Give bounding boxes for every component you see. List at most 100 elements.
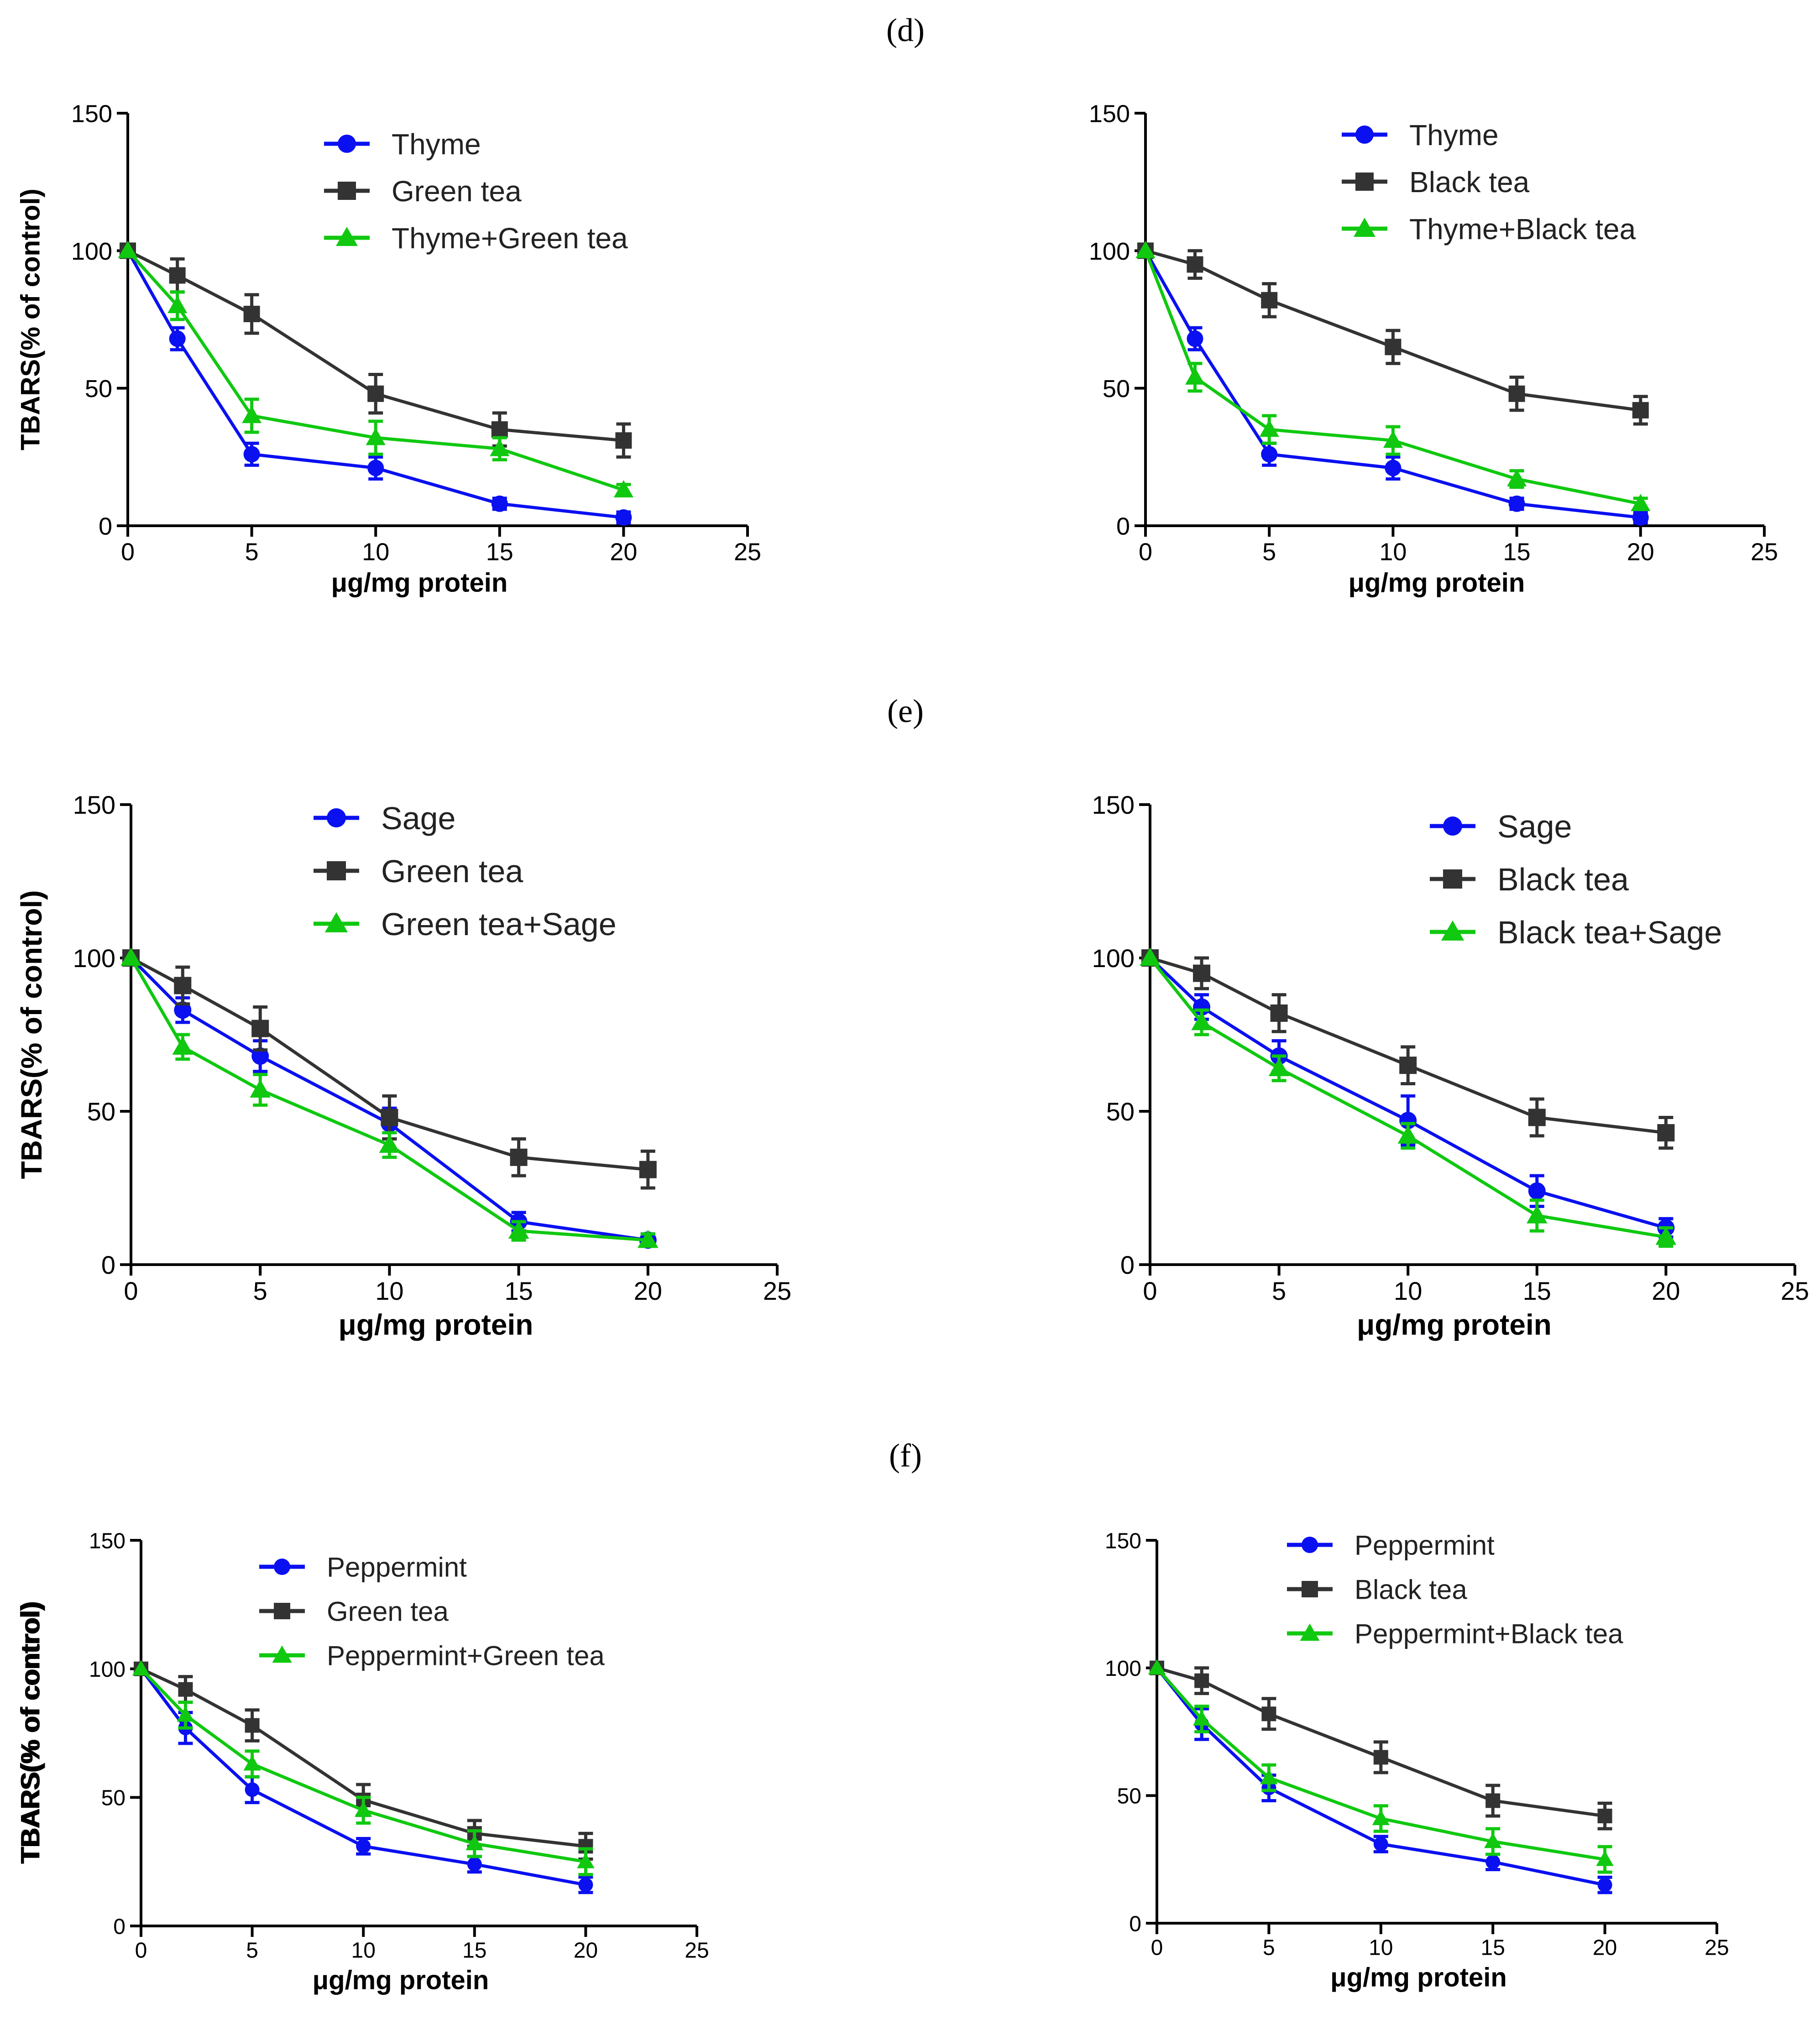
x-tick-label: 5: [1263, 1936, 1275, 1960]
legend-marker: [338, 182, 356, 200]
y-tick-label: 50: [85, 375, 112, 403]
data-point: [1193, 964, 1211, 982]
x-tick-label: 20: [1627, 538, 1654, 565]
legend-item: Black tea: [1342, 166, 1530, 199]
legend-item: Thyme: [1342, 119, 1499, 152]
data-point: [1261, 292, 1278, 309]
legend-marker: [327, 861, 346, 880]
data-point: [1528, 1182, 1546, 1200]
legend-marker: [274, 1603, 290, 1619]
data-point: [1261, 1706, 1276, 1721]
data-point: [615, 432, 632, 449]
x-tick-label: 20: [574, 1939, 598, 1963]
data-point: [1508, 385, 1525, 402]
legend-item: Thyme+Green tea: [324, 222, 628, 255]
data-point: [120, 947, 141, 966]
data-point: [491, 495, 508, 512]
data-point: [465, 1835, 483, 1851]
x-tick-label: 20: [610, 538, 637, 565]
series-line: [140, 1667, 586, 1848]
data-point: [381, 1109, 398, 1126]
y-tick-label: 0: [101, 1250, 115, 1279]
data-point: [1528, 1109, 1546, 1126]
data-point: [1383, 430, 1403, 448]
data-point: [1261, 446, 1278, 463]
y-tick-label: 150: [1089, 100, 1130, 127]
legend-item: Peppermint: [259, 1552, 467, 1583]
chart-5: 0 50 100 150 0 5 10 15 20 25 μg/mg protein TBARS(% …: [16, 1529, 709, 1995]
legend-item: Thyme+Black tea: [1342, 213, 1636, 246]
data-point: [1385, 339, 1402, 356]
y-tick-label: 100: [1092, 944, 1135, 973]
legend-label: Green tea+Sage: [381, 906, 617, 942]
legend-marker: [336, 227, 358, 246]
legend-item: Black tea: [1287, 1575, 1467, 1605]
series-thyme-black-tea: [1135, 241, 1651, 511]
data-point: [243, 446, 260, 463]
legend-item: Sage: [1430, 809, 1572, 844]
data-point: [245, 1782, 260, 1797]
legend-item: Green tea: [324, 175, 522, 208]
y-tick-label: 150: [71, 100, 112, 127]
y-tick-label: 0: [99, 513, 112, 540]
series-black-tea: [1141, 949, 1675, 1150]
legend-item: Black tea: [1430, 862, 1629, 897]
y-tick-label: 100: [71, 238, 112, 265]
y-axis-label: TBARS(% of control): [16, 188, 45, 450]
series-line: [140, 1668, 586, 1887]
data-point: [174, 977, 192, 994]
data-point: [1397, 1125, 1418, 1144]
series-line: [130, 957, 649, 1242]
data-point: [510, 1148, 528, 1166]
x-axis-label: μg/mg protein: [313, 1966, 489, 1995]
series-peppermint: [1150, 1660, 1612, 1894]
y-axis-label: TBARS(% of control): [16, 1602, 45, 1864]
x-tick-label: 10: [1369, 1936, 1393, 1960]
data-point: [491, 421, 508, 438]
legend-label: Black tea: [1355, 1575, 1467, 1605]
legend-label: Green tea: [327, 1596, 449, 1627]
data-point: [366, 428, 386, 445]
series-line: [1149, 957, 1666, 1239]
y-axis-label: TBARS(% of control): [16, 1601, 45, 1863]
data-point: [1485, 1854, 1501, 1869]
series-line: [126, 250, 624, 519]
legend-item: Thyme: [324, 128, 481, 161]
data-point: [1187, 330, 1203, 347]
x-tick-label: 25: [763, 1277, 791, 1305]
x-tick-label: 20: [1652, 1277, 1680, 1305]
data-point: [243, 1755, 261, 1771]
y-tick-label: 50: [1117, 1784, 1141, 1809]
data-point: [1260, 1768, 1278, 1784]
panel-label-d: (d): [886, 12, 925, 48]
data-point: [1259, 419, 1279, 437]
legend-item: Black tea+Sage: [1430, 915, 1722, 950]
data-point: [1597, 1809, 1612, 1824]
x-tick-label: 15: [462, 1939, 486, 1963]
data-point: [242, 406, 262, 424]
legend-marker: [1302, 1537, 1318, 1553]
legend-label: Green tea: [381, 853, 523, 889]
legend-marker: [1354, 218, 1375, 237]
series-black-tea-sage: [1140, 947, 1677, 1248]
series-thyme-green-tea: [118, 241, 633, 497]
data-point: [1657, 1124, 1675, 1142]
series-green-tea-sage: [120, 947, 659, 1248]
series-line: [1144, 250, 1641, 506]
x-tick-label: 0: [1143, 1277, 1157, 1305]
x-axis-label: μg/mg protein: [331, 568, 508, 598]
y-tick-label: 50: [1103, 375, 1130, 403]
data-point: [174, 1001, 192, 1019]
series-line: [126, 249, 624, 492]
y-tick-label: 150: [1092, 790, 1135, 819]
data-point: [169, 330, 186, 347]
x-tick-label: 5: [1262, 538, 1276, 565]
data-point: [1373, 1750, 1388, 1765]
legend-marker: [324, 912, 348, 932]
data-point: [1270, 1004, 1288, 1022]
data-point: [178, 1682, 193, 1697]
data-point: [250, 1079, 271, 1098]
legend-marker: [1443, 816, 1462, 836]
legend-label: Green tea: [392, 175, 522, 208]
